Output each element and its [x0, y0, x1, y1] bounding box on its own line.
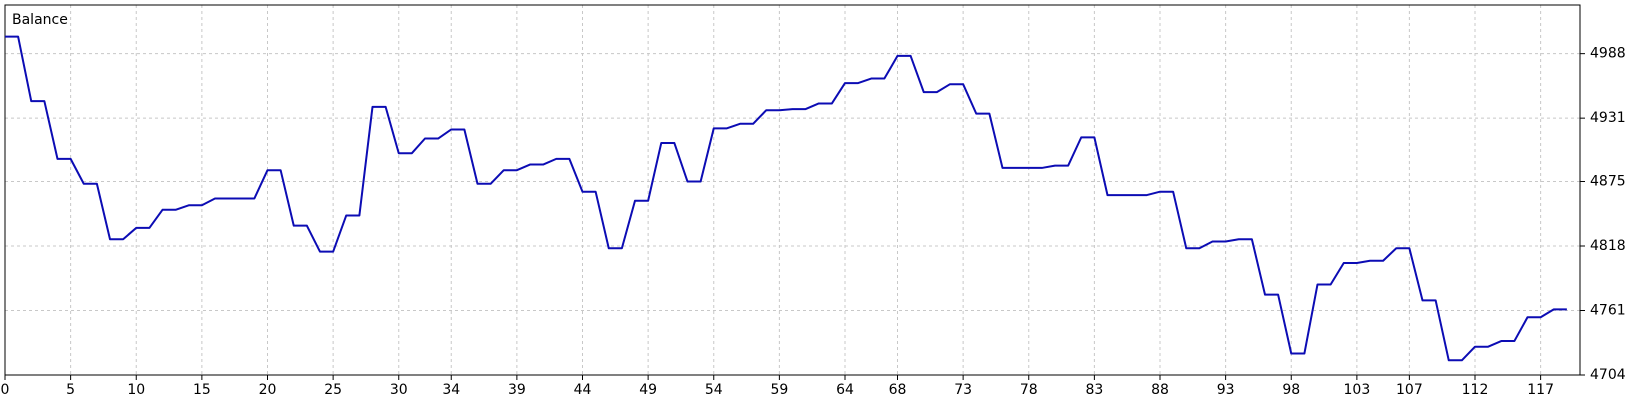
- plot-frame: [4, 4, 1581, 376]
- x-tick-label: 30: [390, 382, 408, 398]
- x-tick-label: 0: [1, 382, 10, 398]
- x-tick-label: 5: [66, 382, 75, 398]
- x-tick-label: 93: [1217, 382, 1235, 398]
- x-tick-label: 107: [1396, 382, 1423, 398]
- balance-line: [5, 35, 1567, 362]
- x-tick-label: 34: [442, 382, 460, 398]
- x-tick-label: 64: [836, 382, 854, 398]
- x-tick-label: 78: [1020, 382, 1038, 398]
- x-tick-label: 117: [1527, 382, 1554, 398]
- x-tick-label: 103: [1344, 382, 1371, 398]
- x-tick-label: 39: [508, 382, 526, 398]
- x-tick-label: 54: [705, 382, 723, 398]
- x-tick-label: 20: [259, 382, 277, 398]
- y-tick-label: 4988: [1590, 46, 1626, 62]
- x-tick-label: 83: [1085, 382, 1103, 398]
- x-tick-label: 10: [127, 382, 145, 398]
- y-tick-label: 4931: [1590, 110, 1626, 126]
- x-tick-label: 59: [770, 382, 788, 398]
- y-tick-label: 4818: [1590, 238, 1626, 254]
- x-tick-label: 112: [1462, 382, 1489, 398]
- y-tick-label: 4875: [1590, 174, 1626, 190]
- y-tick-label: 4761: [1590, 303, 1626, 319]
- x-tick-label: 44: [574, 382, 592, 398]
- x-tick-label: 15: [193, 382, 211, 398]
- y-tick-label: 4704: [1590, 367, 1626, 383]
- chart-title: Balance: [12, 12, 68, 28]
- x-tick-label: 73: [954, 382, 972, 398]
- x-tick-label: 98: [1282, 382, 1300, 398]
- x-tick-label: 68: [889, 382, 907, 398]
- x-tick-label: 88: [1151, 382, 1169, 398]
- x-tick-label: 25: [324, 382, 342, 398]
- x-tick-label: 49: [639, 382, 657, 398]
